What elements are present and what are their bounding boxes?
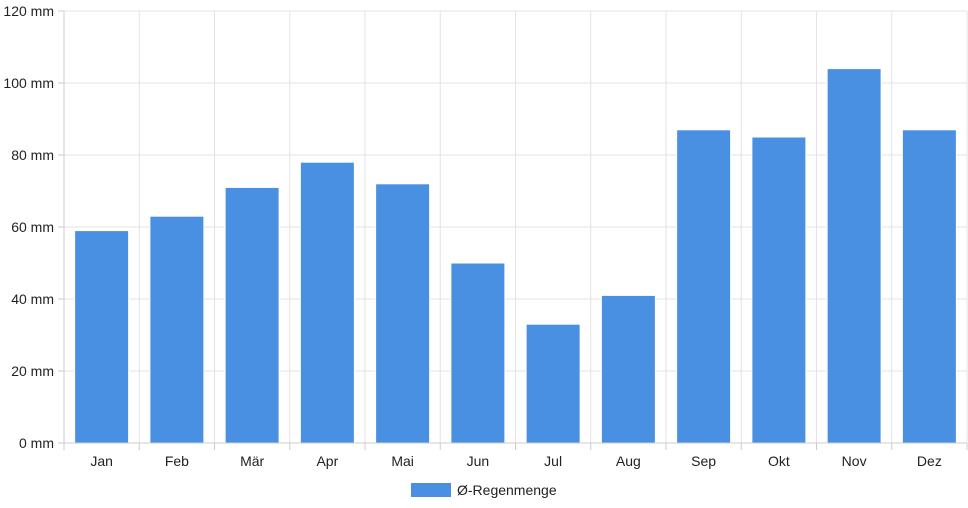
bar-dez[interactable] — [901, 129, 957, 444]
x-tick-label: Aug — [616, 453, 641, 469]
bar-mai[interactable] — [375, 183, 431, 444]
x-tick-label: Jan — [90, 453, 113, 469]
bar-feb[interactable] — [149, 215, 205, 444]
y-tick-label: 120 mm — [3, 3, 54, 19]
bar-mär[interactable] — [224, 186, 280, 444]
y-tick-label: 0 mm — [19, 435, 54, 451]
bar-jul[interactable] — [525, 323, 581, 444]
x-tick-label: Jul — [544, 453, 562, 469]
y-tick-label: 80 mm — [11, 147, 54, 163]
x-tick-label: Mai — [391, 453, 414, 469]
y-tick-label: 20 mm — [11, 363, 54, 379]
bar-jan[interactable] — [74, 230, 130, 444]
y-tick-label: 60 mm — [11, 219, 54, 235]
y-tick-label: 100 mm — [3, 75, 54, 91]
legend-swatch — [411, 483, 451, 497]
bar-apr[interactable] — [299, 161, 355, 444]
chart-grid — [64, 10, 968, 443]
x-tick-label: Jun — [467, 453, 490, 469]
x-tick-label: Nov — [842, 453, 867, 469]
bar-jun[interactable] — [450, 262, 506, 444]
bar-okt[interactable] — [751, 136, 807, 444]
y-axis-tick-labels: 0 mm 20 mm 40 mm 60 mm 80 mm 100 mm 120 mm — [3, 3, 54, 451]
x-tick-label: Apr — [316, 453, 338, 469]
chart-legend[interactable]: Ø-Regenmenge — [411, 482, 557, 498]
chart-bars — [74, 68, 957, 444]
chart-axes — [58, 10, 968, 450]
x-axis-tick-labels: Jan Feb Mär Apr Mai Jun Jul Aug Sep Okt Nov Dez — [90, 453, 941, 469]
x-tick-label: Okt — [768, 453, 790, 469]
x-tick-label: Feb — [165, 453, 189, 469]
x-tick-label: Mär — [240, 453, 264, 469]
bar-nov[interactable] — [826, 68, 882, 444]
x-tick-label: Sep — [691, 453, 716, 469]
x-tick-label: Dez — [917, 453, 942, 469]
y-tick-label: 40 mm — [11, 291, 54, 307]
legend-label: Ø-Regenmenge — [457, 482, 557, 498]
bar-sep[interactable] — [676, 129, 732, 444]
bar-aug[interactable] — [600, 294, 656, 444]
